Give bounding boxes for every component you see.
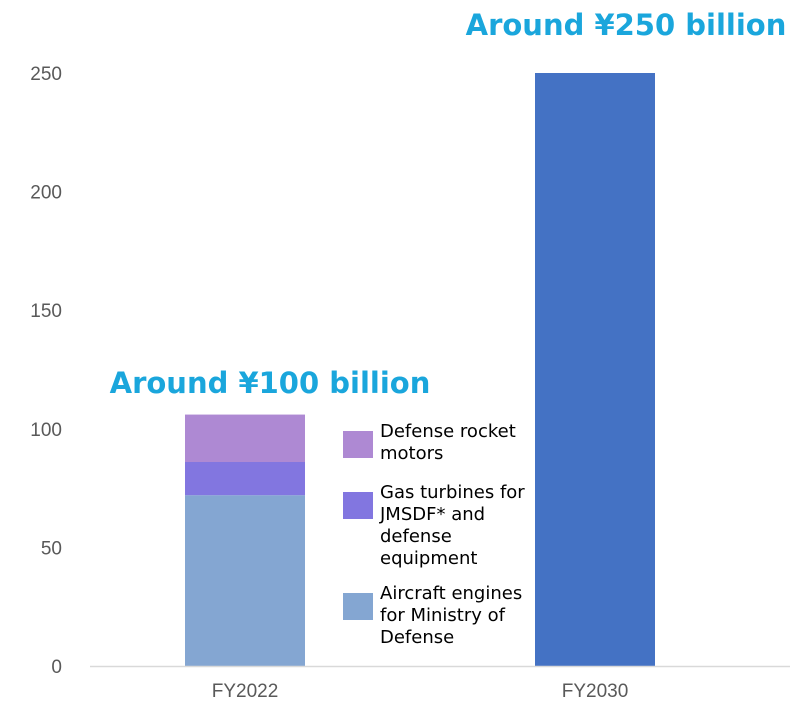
legend-swatch bbox=[343, 492, 373, 519]
annotations: Around ¥100 billion Around ¥250 billion bbox=[110, 8, 787, 400]
y-tick-label: 0 bbox=[51, 657, 62, 678]
y-tick-label: 50 bbox=[41, 538, 62, 559]
total-annotation: Around ¥100 billion bbox=[110, 366, 431, 400]
bar-segment-fy2022-2 bbox=[185, 414, 305, 463]
legend-label: equipment bbox=[380, 548, 477, 569]
legend-swatch bbox=[343, 431, 373, 458]
legend-label: for Ministry of bbox=[380, 605, 506, 626]
x-tick-label: FY2030 bbox=[562, 681, 629, 702]
bar-segment-fy2030-3 bbox=[535, 73, 655, 666]
legend-swatch bbox=[343, 593, 373, 620]
legend-label: motors bbox=[380, 443, 443, 464]
y-tick-label: 100 bbox=[30, 420, 62, 441]
legend-label: Defense rocket bbox=[380, 421, 516, 442]
legend-label: Gas turbines for bbox=[380, 482, 525, 503]
bars bbox=[185, 73, 655, 666]
total-annotation: Around ¥250 billion bbox=[466, 8, 787, 42]
legend-label: Defense bbox=[380, 627, 454, 648]
legend-label: defense bbox=[380, 526, 452, 547]
bar-segment-fy2022-1 bbox=[185, 462, 305, 496]
legend-label: JMSDF* and bbox=[379, 504, 485, 525]
bar-segment-fy2022-0 bbox=[185, 495, 305, 666]
y-tick-label: 250 bbox=[30, 64, 62, 85]
x-axis-ticks: FY2022 FY2030 bbox=[212, 681, 629, 702]
y-axis-ticks: 0 50 100 150 200 250 bbox=[30, 64, 62, 678]
x-tick-label: FY2022 bbox=[212, 681, 279, 702]
legend-label: Aircraft engines bbox=[380, 583, 522, 604]
y-tick-label: 200 bbox=[30, 183, 62, 204]
y-tick-label: 150 bbox=[30, 301, 62, 322]
